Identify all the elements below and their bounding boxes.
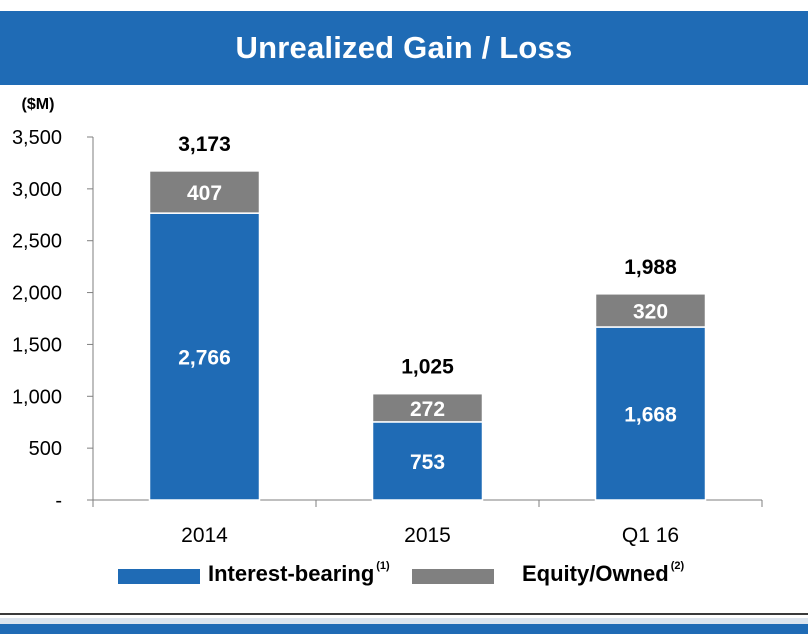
- stacked-bar-chart: ($M) - 500 1,000 1,500 2,000 2,500 3,000 3,500 20…: [12, 96, 763, 547]
- chart-title-bar: Unrealized Gain / Loss: [0, 11, 808, 85]
- y-tick-label: 3,000: [12, 179, 62, 201]
- data-label-equity-owned: 320: [633, 300, 668, 323]
- bottom-band: [0, 624, 808, 634]
- bar-segment-interest-bearing: [371, 421, 484, 501]
- x-tick-label: Q1 16: [622, 524, 679, 547]
- data-label-interest-bearing: 2,766: [178, 347, 231, 370]
- bottom-divider: [0, 613, 808, 615]
- y-tick-label: -: [55, 490, 62, 512]
- x-tick-label: 2014: [181, 524, 228, 547]
- legend-label-interest-bearing: Interest-bearing (1): [208, 559, 390, 586]
- bar-segment-equity-owned: [371, 392, 484, 423]
- y-unit-label: ($M): [22, 96, 55, 113]
- y-tick-label: 500: [29, 438, 62, 460]
- data-label-interest-bearing: 753: [410, 451, 445, 474]
- legend-footnote-interest-bearing: (1): [376, 559, 390, 572]
- y-tick-label: 2,000: [12, 283, 62, 305]
- total-label: 1,988: [624, 256, 677, 279]
- bar-segment-interest-bearing: [148, 212, 261, 501]
- chart-legend: Interest-bearing (1) Equity/Owned (2): [0, 555, 808, 595]
- y-tick-label: 3,500: [12, 127, 62, 149]
- legend-swatch-equity-owned: [412, 569, 494, 584]
- legend-swatch-interest-bearing: [118, 569, 200, 584]
- total-label: 1,025: [401, 356, 454, 379]
- y-tick-label: 2,500: [12, 231, 62, 253]
- bar-segment-equity-owned: [148, 170, 261, 214]
- x-tick-label: 2015: [404, 524, 451, 547]
- data-label-equity-owned: 407: [187, 182, 222, 205]
- legend-footnote-equity-owned: (2): [670, 559, 685, 572]
- data-label-interest-bearing: 1,668: [624, 404, 677, 427]
- total-label: 3,173: [178, 133, 231, 156]
- chart-area: ($M) - 500 1,000 1,500 2,000 2,500 3,000 3,500 20…: [0, 85, 808, 615]
- data-label-equity-owned: 272: [410, 398, 445, 421]
- bar-segment-equity-owned: [594, 293, 707, 328]
- chart-title: Unrealized Gain / Loss: [235, 30, 573, 65]
- legend-label-equity-owned: Equity/Owned (2): [522, 559, 685, 586]
- y-tick-label: 1,500: [12, 334, 62, 356]
- y-tick-label: 1,000: [12, 386, 62, 408]
- bottom-band-light: [0, 618, 808, 624]
- bar-segment-interest-bearing: [594, 326, 707, 501]
